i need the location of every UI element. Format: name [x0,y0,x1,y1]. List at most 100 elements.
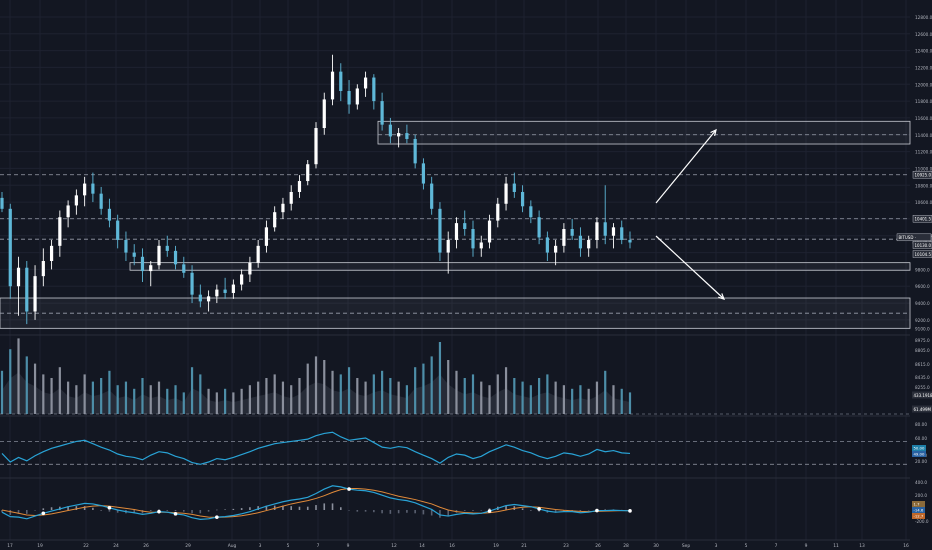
macd-histogram-bar [373,510,375,513]
macd-tick-label: -200.0 [915,519,929,524]
candle-body [182,264,186,273]
projection-arrows [655,128,726,300]
candle-body [529,206,533,218]
candle-body [413,138,417,164]
volume-bar [174,385,177,414]
volume-bar [612,385,615,414]
resistance-zone [377,120,911,145]
candle-body [595,222,599,240]
volume-bar [50,378,53,414]
candle-body [124,239,128,253]
volume-bar [562,385,565,414]
volume-bar [224,388,227,414]
candle-body [397,133,401,137]
macd-histogram-bar [339,507,342,510]
candle-body [248,262,252,275]
macd-histogram-bar [579,510,582,512]
volume-bar [100,378,103,414]
macd-histogram-bar [381,510,383,514]
volume-bar [141,378,144,414]
time-tick-label: 12 [391,543,397,549]
macd-histogram-bar [530,510,532,511]
volume-bar [42,374,45,414]
volume-tick-label: 8435.0 [915,375,930,380]
volume-bar [265,378,268,414]
time-tick-label: 17 [7,543,13,549]
macd-histogram-bar [240,508,243,510]
candle-body [165,245,169,251]
volume-bar [571,388,574,414]
price-axis[interactable]: 12800.0 12600.0 12400.0 12200.0 12000.0 11800… [896,0,932,550]
candle-body [339,71,343,91]
volume-bar [116,385,119,414]
macd-cross-dot [628,509,632,513]
macd-histogram-bar [67,506,69,510]
volume-bar [595,381,599,414]
candle-body [520,191,525,207]
candle-body [347,90,351,105]
candle-body [33,276,37,312]
volume-bar [306,363,309,414]
macd-tag-label: -14.6 [914,508,924,513]
candle-body [611,227,616,236]
volume-bar [190,367,194,414]
candle-body [16,267,21,287]
macd-histogram-bar [604,509,607,510]
price-tag-label: 10401.5 [915,217,932,222]
volume-bar [314,356,318,414]
candle-body [99,193,103,209]
candle-body [289,191,293,204]
volume-bar [538,378,541,414]
macd-histogram-bar [83,506,86,510]
macd-histogram-bar [133,510,136,514]
macd-histogram-bar [257,506,259,510]
volume-bar [240,388,243,414]
price-tick-label: 12000.0 [915,82,932,87]
rsi-tag-label: 49.00 [914,452,925,457]
time-axis[interactable]: 17 19 22 24 26 29 Aug 3 5 7 9 12 14 16 19 21 23 26 28 30 Sep… [0,539,910,549]
candle-body [198,294,202,302]
time-tick-label: 14 [419,543,425,549]
candle-body [140,256,145,272]
volume-bar [25,356,28,414]
volume-bar [166,388,169,414]
volume-bar [199,374,202,414]
candle-body [58,217,62,246]
candle-body [83,183,87,196]
macd-histogram-bar [100,510,102,511]
bearish-arrow-head [718,293,726,300]
macd-histogram-bar [364,510,367,512]
macd-histogram-bar [17,510,20,514]
volume-bar [529,385,532,414]
candle-body [66,205,70,218]
macd-histogram-bar [216,509,218,511]
macd-tag-label: -12.7 [914,514,924,519]
volume-bar [554,381,557,414]
macd-histogram-bar [306,506,309,510]
time-tick-label: 16 [449,543,455,549]
macd-histogram-bar [273,505,276,510]
macd-histogram-bar [158,509,160,510]
candle-body [545,237,549,253]
candle-body [537,217,541,238]
candle-body [8,208,12,287]
candle-body [620,227,624,240]
volume-bar [513,378,516,414]
time-tick-label: 19 [493,543,499,549]
candle-body [355,88,359,105]
volume-bar [273,374,276,414]
macd-histogram-bar [207,510,210,512]
volume-bar [496,374,499,414]
candle-body [587,239,591,249]
candle-body [314,128,318,165]
price-tick-label: 11800.0 [915,99,932,104]
volume-bar [447,360,450,414]
volume-bar [364,381,367,414]
time-tick-label: 22 [83,543,89,549]
candle-body [421,163,426,184]
volume-tag-label: 61.499M [914,407,932,412]
candle-body [281,203,285,213]
volume-tag [912,405,932,413]
candle-body [471,229,475,249]
